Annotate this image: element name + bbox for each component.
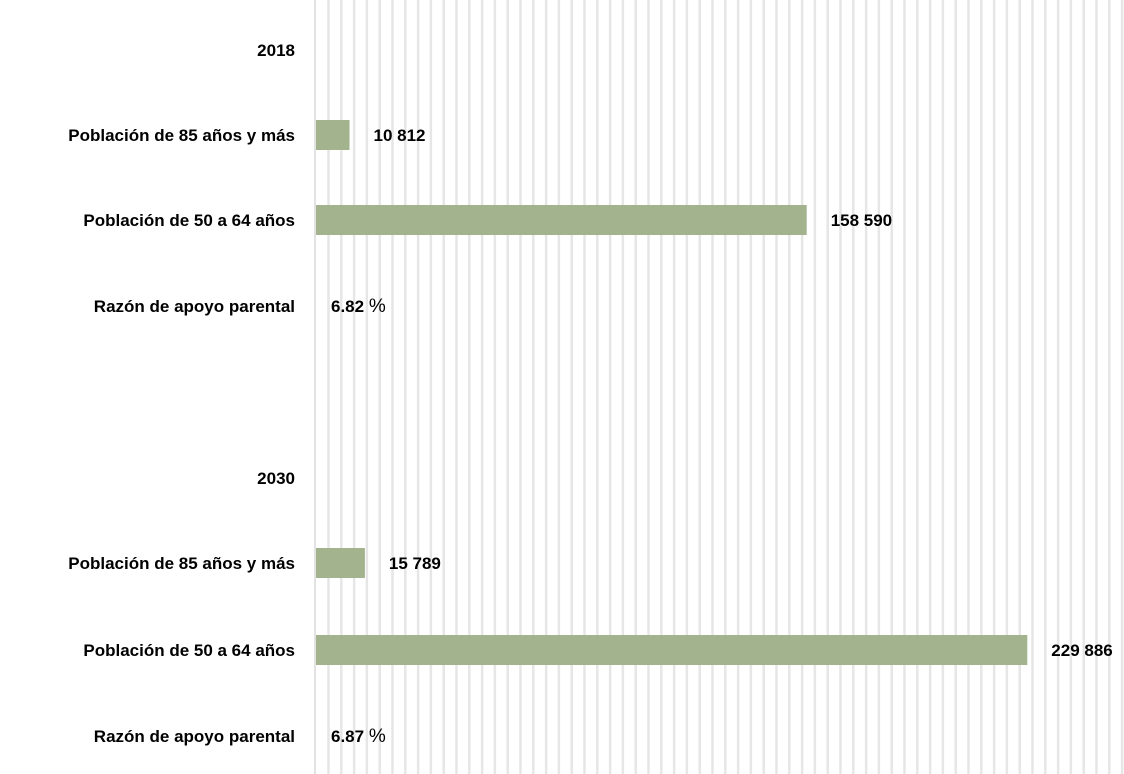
bar — [316, 120, 350, 150]
ratio-unit-label: % — [369, 296, 386, 317]
category-label: Población de 50 a 64 años — [83, 211, 295, 230]
category-label: Razón de apoyo parental — [94, 297, 295, 316]
data-label: 15 789 — [389, 554, 441, 573]
bar — [316, 548, 365, 578]
data-label: 158 590 — [831, 211, 892, 230]
ratio-value-label: 6.82 % — [331, 296, 386, 317]
data-label: 229 886 — [1051, 641, 1112, 660]
category-label: Población de 50 a 64 años — [83, 641, 295, 660]
group-header-label: 2030 — [257, 469, 295, 488]
category-label: Población de 85 años y más — [68, 554, 295, 573]
bar — [316, 635, 1028, 665]
group-header-label: 2018 — [257, 41, 295, 60]
bar — [316, 205, 807, 235]
category-label: Población de 85 años y más — [68, 126, 295, 145]
ratio-value-label: 6.87 % — [331, 726, 386, 747]
category-label: Razón de apoyo parental — [94, 727, 295, 746]
ratio-unit-label: % — [369, 726, 386, 747]
data-label: 10 812 — [374, 126, 426, 145]
